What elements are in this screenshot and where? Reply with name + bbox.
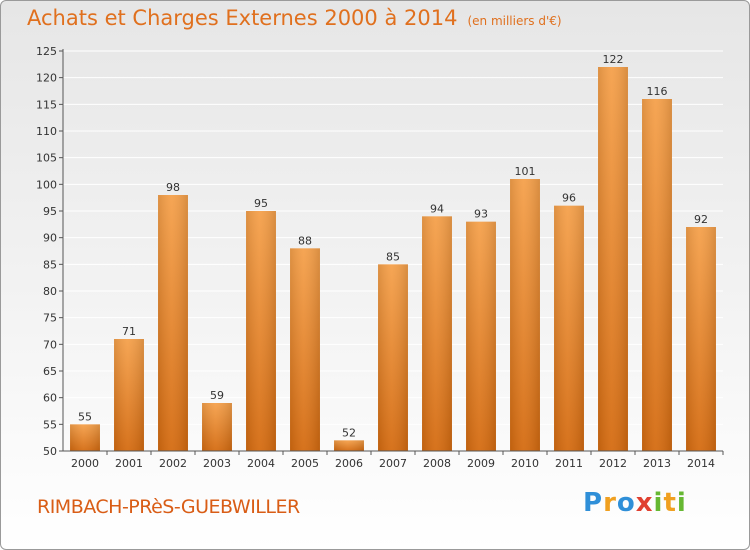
bar-shade bbox=[158, 195, 188, 451]
x-axis: 2000 2001 2002 2003 2004 2005 2006 2007 2008 2009… bbox=[63, 450, 724, 470]
y-tick-label: 80 bbox=[43, 285, 57, 298]
y-tick-label: 90 bbox=[43, 232, 57, 245]
bar-value-label: 88 bbox=[298, 234, 312, 247]
x-tick-label: 2002 bbox=[159, 457, 187, 470]
x-tick-label: 2012 bbox=[599, 457, 627, 470]
x-tick-label: 2009 bbox=[467, 457, 495, 470]
x-tick-label: 2005 bbox=[291, 457, 319, 470]
bar-shade bbox=[422, 216, 452, 451]
chart-title-text: Achats et Charges Externes 2000 à 2014 bbox=[27, 6, 458, 30]
y-tick-label: 115 bbox=[36, 98, 57, 111]
bar-value-label: 92 bbox=[694, 213, 708, 226]
bar-shade bbox=[114, 339, 144, 451]
bar-value-label: 55 bbox=[78, 410, 92, 423]
bar-shade bbox=[290, 248, 320, 451]
y-tick-label: 95 bbox=[43, 205, 57, 218]
x-tick-label: 2008 bbox=[423, 457, 451, 470]
bar-value-label: 85 bbox=[386, 250, 400, 263]
logo-letter: t bbox=[663, 488, 677, 518]
y-tick-label: 50 bbox=[43, 445, 57, 458]
bar-shade bbox=[686, 227, 716, 451]
logo-letter: i bbox=[653, 488, 664, 518]
x-tick-label: 2014 bbox=[687, 457, 715, 470]
y-axis: 50 55 60 65 70 75 80 85 90 95 100 105 110 115 120 125 bbox=[36, 45, 64, 458]
bar-shade bbox=[334, 440, 364, 451]
bar-shade bbox=[642, 99, 672, 451]
bar-value-label: 52 bbox=[342, 426, 356, 439]
bar-shade bbox=[246, 211, 276, 451]
x-tick-label: 2000 bbox=[71, 457, 99, 470]
y-tick-label: 100 bbox=[36, 178, 57, 191]
y-tick-label: 110 bbox=[36, 125, 57, 138]
bar-shade bbox=[554, 205, 584, 451]
logo-letter: P bbox=[583, 488, 604, 518]
x-tick-label: 2001 bbox=[115, 457, 143, 470]
logo-letter: i bbox=[676, 488, 687, 518]
bars: 55 71 98 59 95 88 52 85 94 93 101 96 122 116 92 bbox=[70, 53, 716, 451]
bar-shade bbox=[378, 264, 408, 451]
x-tick-label: 2010 bbox=[511, 457, 539, 470]
chart-title: Achats et Charges Externes 2000 à 2014 (e… bbox=[27, 6, 562, 30]
x-tick-label: 2003 bbox=[203, 457, 231, 470]
bar-value-label: 95 bbox=[254, 197, 268, 210]
logo-letter: x bbox=[635, 488, 654, 518]
commune-name: RIMBACH-PRèS-GUEBWILLER bbox=[37, 496, 300, 518]
y-tick-label: 60 bbox=[43, 392, 57, 405]
x-tick-label: 2007 bbox=[379, 457, 407, 470]
y-tick-label: 75 bbox=[43, 312, 57, 325]
y-tick-label: 125 bbox=[36, 45, 57, 58]
bar-value-label: 59 bbox=[210, 389, 224, 402]
bar-value-label: 122 bbox=[603, 53, 624, 66]
logo-letter: r bbox=[603, 488, 617, 518]
bar-shade bbox=[598, 67, 628, 451]
proxiti-logo[interactable]: Proxiti bbox=[583, 488, 687, 518]
bar-shade bbox=[510, 179, 540, 451]
x-tick-label: 2013 bbox=[643, 457, 671, 470]
x-tick-label: 2006 bbox=[335, 457, 363, 470]
bar-value-label: 96 bbox=[562, 192, 576, 205]
bar-value-label: 71 bbox=[122, 325, 136, 338]
bar-shade bbox=[466, 221, 496, 451]
bar-value-label: 98 bbox=[166, 181, 180, 194]
chart-subtitle: (en milliers d'€) bbox=[467, 14, 562, 28]
bar-value-label: 93 bbox=[474, 208, 488, 221]
y-tick-label: 85 bbox=[43, 258, 57, 271]
logo-letter: o bbox=[616, 488, 636, 518]
bar-shade bbox=[70, 424, 100, 451]
x-tick-label: 2004 bbox=[247, 457, 275, 470]
bar-value-label: 116 bbox=[647, 85, 668, 98]
y-tick-label: 105 bbox=[36, 152, 57, 165]
y-tick-label: 65 bbox=[43, 365, 57, 378]
x-tick-label: 2011 bbox=[555, 457, 583, 470]
y-tick-label: 120 bbox=[36, 72, 57, 85]
bar-value-label: 94 bbox=[430, 202, 444, 215]
y-tick-label: 70 bbox=[43, 338, 57, 351]
bar-shade bbox=[202, 403, 232, 451]
y-tick-label: 55 bbox=[43, 418, 57, 431]
bar-value-label: 101 bbox=[515, 165, 536, 178]
